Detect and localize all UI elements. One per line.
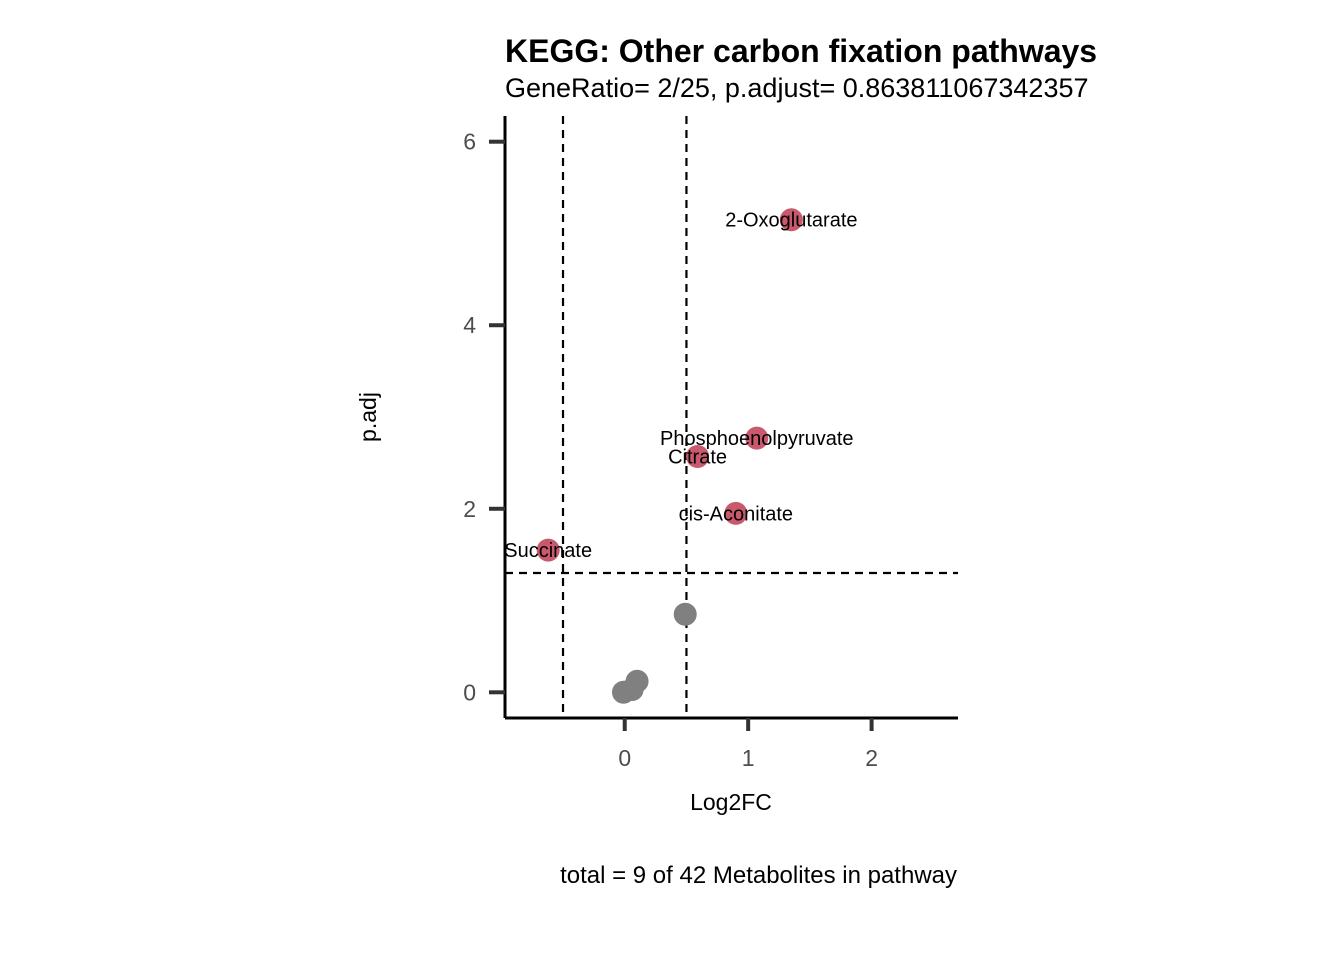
point-label: Citrate	[668, 446, 727, 468]
data-point	[686, 444, 710, 468]
point-label: cis-Aconitate	[679, 503, 794, 525]
y-tick-label: 6	[463, 129, 476, 155]
chart-subtitle: GeneRatio= 2/25, p.adjust= 0.86381106734…	[505, 73, 1089, 103]
y-axis-title: p.adj	[355, 392, 381, 442]
data-point	[536, 538, 560, 562]
chart-title: KEGG: Other carbon fixation pathways	[505, 33, 1097, 69]
chart-caption: total = 9 of 42 Metabolites in pathway	[560, 862, 957, 889]
y-tick-label: 4	[463, 312, 476, 338]
data-point	[611, 680, 635, 704]
data-point	[673, 602, 697, 626]
data-point	[745, 426, 769, 450]
y-tick-label: 0	[463, 679, 476, 705]
point-label: Succinate	[504, 540, 592, 562]
data-point	[779, 208, 803, 232]
x-tick-label: 1	[742, 745, 755, 771]
x-axis-title: Log2FC	[690, 789, 772, 815]
y-axis-ticks: 0 2 4 6	[463, 129, 505, 705]
x-axis-ticks: 0 1 2	[618, 718, 878, 771]
data-point	[724, 501, 748, 525]
point-label: Phosphoenolpyruvate	[660, 428, 853, 450]
x-tick-label: 0	[618, 745, 631, 771]
threshold-lines	[505, 116, 958, 718]
data-points	[536, 208, 803, 704]
y-tick-label: 2	[463, 496, 476, 522]
x-tick-label: 2	[865, 745, 878, 771]
point-label: 2-Oxoglutarate	[725, 210, 857, 232]
point-labels: 2-Oxoglutarate PhosphoenolpyruvateCitrate…	[504, 210, 857, 562]
